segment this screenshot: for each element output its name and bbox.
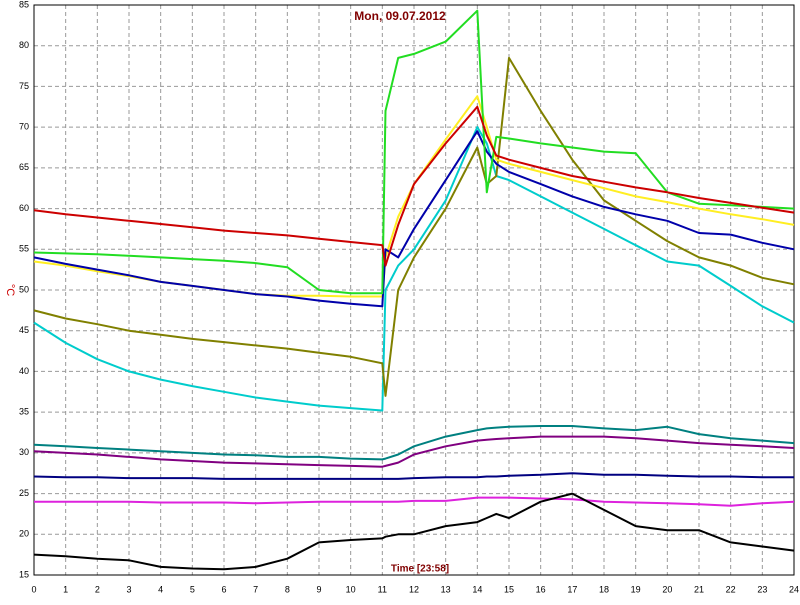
grid — [33, 4, 795, 576]
series-line — [33, 472, 794, 480]
chart-title: Mon, 09.07.2012 — [354, 9, 446, 23]
y-tick-label: 25 — [19, 488, 29, 498]
x-tick-label: 16 — [536, 584, 546, 594]
x-tick-label: 2 — [95, 584, 100, 594]
y-tick-label: 20 — [19, 529, 29, 539]
series-line — [33, 126, 795, 412]
x-tick-label: 1 — [63, 584, 68, 594]
x-axis-label: Time [23:58] — [391, 564, 449, 575]
y-tick-label: 50 — [19, 284, 29, 294]
y-tick-label: 75 — [19, 81, 29, 91]
y-tick-label: 70 — [19, 122, 29, 132]
x-tick-label: 10 — [346, 584, 356, 594]
x-tick-label: 3 — [126, 584, 131, 594]
y-tick-label: 60 — [19, 203, 29, 213]
y-tick-label: 15 — [19, 569, 29, 579]
y-tick-label: 85 — [19, 0, 29, 9]
x-tick-label: 22 — [726, 584, 736, 594]
y-tick-label: 35 — [19, 407, 29, 417]
y-tick-label: 40 — [19, 366, 29, 376]
x-tick-label: 14 — [472, 584, 482, 594]
x-tick-label: 15 — [504, 584, 514, 594]
x-tick-label: 6 — [221, 584, 226, 594]
y-tick-label: 45 — [19, 325, 29, 335]
x-tick-label: 21 — [694, 584, 704, 594]
series-line — [33, 56, 795, 397]
x-tick-label: 17 — [567, 584, 577, 594]
x-tick-label: 20 — [662, 584, 672, 594]
x-tick-label: 9 — [316, 584, 321, 594]
x-tick-label: 8 — [285, 584, 290, 594]
y-tick-label: 65 — [19, 162, 29, 172]
x-tick-label: 11 — [378, 584, 387, 594]
series-line — [33, 9, 795, 295]
x-tick-label: 13 — [441, 584, 451, 594]
series-line — [34, 496, 795, 507]
y-tick-label: 55 — [19, 244, 29, 254]
y-axis-label: °C — [4, 284, 16, 296]
y-tick-label: 30 — [19, 447, 29, 457]
series-line — [33, 425, 795, 461]
x-tick-label: 24 — [789, 584, 799, 594]
y-tick-label: 80 — [19, 40, 29, 50]
x-tick-label: 19 — [631, 584, 641, 594]
x-tick-label: 18 — [599, 584, 609, 594]
series-line — [33, 435, 795, 468]
x-tick-label: 12 — [409, 584, 419, 594]
plot-frame — [33, 4, 795, 576]
series-line — [33, 492, 795, 571]
x-tick-label: 5 — [190, 584, 195, 594]
x-tick-label: 4 — [158, 584, 163, 594]
x-tick-label: 23 — [757, 584, 767, 594]
x-tick-label: 7 — [253, 584, 258, 594]
x-tick-label: 0 — [31, 584, 36, 594]
series-line — [33, 130, 795, 308]
series-line — [33, 105, 795, 267]
